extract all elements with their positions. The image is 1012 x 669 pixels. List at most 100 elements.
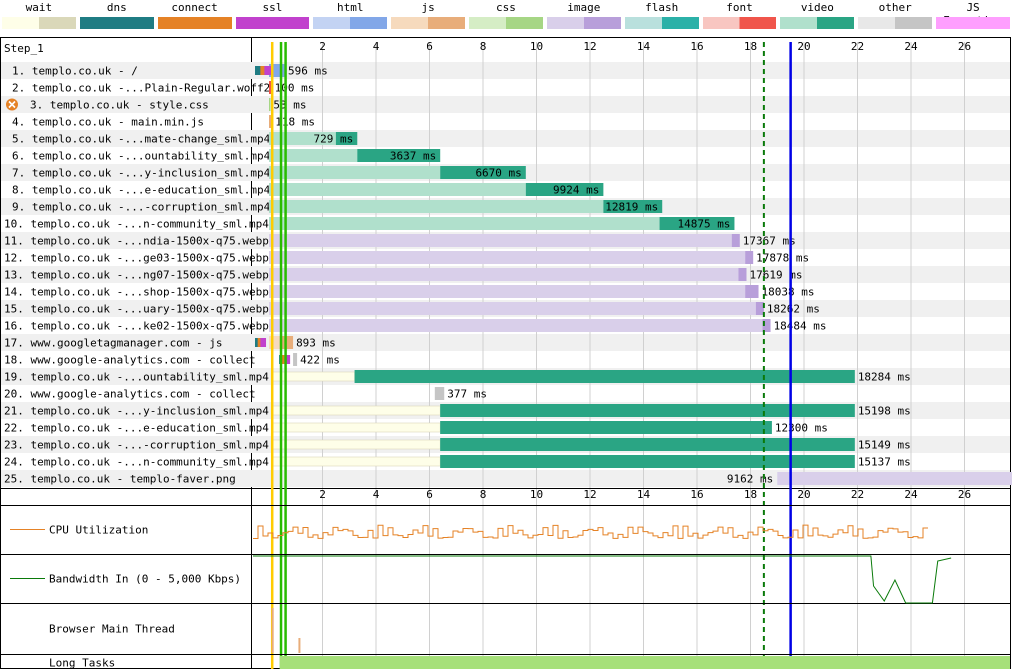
- legend-label: ssl: [262, 1, 283, 14]
- request-bar-wait: [269, 336, 280, 349]
- error-icon-cross: [8, 100, 16, 109]
- request-label: 8. templo.co.uk -...e-education_sml.mp4: [12, 184, 271, 197]
- request-row-19: 19. templo.co.uk -...ountability_sml.mp4…: [4, 370, 911, 384]
- request-label: 18. www.google-analytics.com - collect: [4, 354, 256, 367]
- x-tick-label-bottom: 14: [637, 488, 651, 501]
- request-bar-download: [525, 183, 604, 196]
- request-bar-wait: [269, 217, 660, 230]
- request-label: 5. templo.co.uk -...mate-change_sml.mp4: [12, 133, 271, 146]
- request-bar-download: [762, 319, 771, 332]
- request-duration: 17367 ms: [743, 235, 796, 248]
- request-row-22: 22. templo.co.uk -...e-education_sml.mp4…: [4, 421, 828, 435]
- request-bar-download: [745, 285, 759, 298]
- main-thread-js-activity: [271, 608, 274, 653]
- request-bar-download: [335, 132, 358, 145]
- request-bar-download: [755, 302, 764, 315]
- request-bar-download: [440, 455, 855, 468]
- lane-label-cpu-utilization: CPU Utilization: [49, 524, 148, 537]
- request-duration: 893 ms: [296, 337, 336, 350]
- request-row-10: 10. templo.co.uk -...n-community_sml.mp4…: [4, 217, 735, 231]
- request-duration: 377 ms: [447, 388, 487, 401]
- legend-swatch: [469, 17, 543, 29]
- request-bar-download: [440, 421, 772, 434]
- request-duration: 15198 ms: [858, 405, 911, 418]
- connection-segment: [255, 66, 264, 75]
- request-bar-wait: [269, 166, 441, 179]
- legend-swatch: [313, 17, 388, 29]
- connection-segment: [264, 66, 272, 75]
- request-bar-wait: [269, 285, 746, 298]
- request-bar-download: [293, 353, 298, 366]
- x-tick-label-bottom: 12: [583, 488, 596, 501]
- request-bar-wait: [269, 268, 739, 281]
- cpu-utilization-line: [253, 524, 928, 539]
- request-bar-wait: [269, 234, 732, 247]
- request-label: 25. templo.co.uk - templo-faver.png: [4, 473, 236, 486]
- legend-label: css: [496, 1, 516, 14]
- request-label: 6. templo.co.uk -...ountability_sml.mp4: [12, 150, 271, 163]
- request-duration: 15149 ms: [858, 439, 911, 452]
- request-label: 1. templo.co.uk - /: [12, 65, 138, 78]
- request-bar-download: [440, 166, 526, 179]
- request-bar-wait: [269, 183, 526, 196]
- request-bar-download: [357, 149, 441, 162]
- legend-item-js: js: [389, 0, 467, 32]
- legend-label: flash: [645, 1, 679, 14]
- x-tick-label-top: 2: [319, 40, 326, 53]
- request-label: 11. templo.co.uk -...ndia-1500x-q75.webp: [4, 235, 269, 248]
- x-tick-label-top: 8: [480, 40, 487, 53]
- legend-swatch: [391, 17, 466, 29]
- connection-segment: [260, 338, 267, 347]
- request-bar-download: [603, 200, 663, 213]
- request-duration: 9162 ms: [727, 473, 773, 486]
- wait-bar: [271, 456, 441, 467]
- request-row-13: 13. templo.co.uk -...ng07-1500x-q75.webp…: [4, 268, 802, 282]
- wait-bar: [271, 371, 355, 382]
- request-label: 12. templo.co.uk -...ge03-1500x-q75.webp: [4, 252, 269, 265]
- legend-item-ssl: ssl: [234, 0, 312, 32]
- x-tick-label-top: 14: [637, 40, 651, 53]
- legend-item-html: html: [311, 0, 389, 32]
- legend-label: font: [726, 1, 753, 14]
- x-tick-label-bottom: 6: [426, 488, 433, 501]
- request-label: 17. www.googletagmanager.com - js: [4, 337, 223, 350]
- request-duration: 18484 ms: [774, 320, 827, 333]
- request-row-6: 6. templo.co.uk -...ountability_sml.mp4 3…: [12, 149, 441, 163]
- x-tick-label-bottom: 24: [904, 488, 918, 501]
- x-tick-label-bottom: 2: [319, 488, 326, 501]
- request-row-15: 15. templo.co.uk -...uary-1500x-q75.webp…: [4, 302, 820, 316]
- request-row-23: 23. templo.co.uk -...-corruption_sml.mp4…: [4, 438, 911, 452]
- request-row-17: 17. www.googletagmanager.com - js 893 ms: [4, 336, 336, 350]
- lane-label-long-tasks: Long Tasks: [49, 657, 115, 669]
- x-tick-label-top: 20: [797, 40, 810, 53]
- legend-item-other: other: [856, 0, 934, 32]
- connection-segment: [260, 66, 268, 75]
- legend-item-image: image: [545, 0, 623, 32]
- request-label: 24. templo.co.uk -...n-community_sml.mp4: [4, 456, 269, 469]
- request-label: 19. templo.co.uk -...ountability_sml.mp4: [4, 371, 269, 384]
- request-bar-download: [659, 217, 735, 230]
- legend-label: connect: [171, 1, 218, 14]
- legend-swatch: [780, 17, 855, 29]
- x-tick-label-top: 18: [744, 40, 757, 53]
- legend-swatch: [157, 17, 232, 29]
- request-label: 13. templo.co.uk -...ng07-1500x-q75.webp: [4, 269, 269, 282]
- request-bar-download: [440, 438, 855, 451]
- request-duration: 53 ms: [273, 99, 306, 112]
- request-bar-wait: [269, 251, 746, 264]
- legend-label: wait: [25, 1, 53, 14]
- request-duration: 17619 ms: [749, 269, 802, 282]
- x-tick-label-bottom: 8: [480, 488, 487, 501]
- legend-swatch: [936, 17, 1010, 29]
- wait-bar: [271, 422, 441, 433]
- row-stripe: [1, 470, 1010, 487]
- legend-swatch: [235, 17, 310, 29]
- request-row-8: 8. templo.co.uk -...e-education_sml.mp4 9…: [12, 183, 604, 197]
- request-label: 16. templo.co.uk -...ke02-1500x-q75.webp: [4, 320, 269, 333]
- x-tick-label-bottom: 4: [373, 488, 380, 501]
- request-duration: 9924 ms: [553, 184, 599, 197]
- legend-label: video: [800, 1, 834, 14]
- request-bar-download: [269, 98, 271, 111]
- request-duration: 6670 ms: [475, 167, 521, 180]
- legend-swatch: [702, 17, 777, 29]
